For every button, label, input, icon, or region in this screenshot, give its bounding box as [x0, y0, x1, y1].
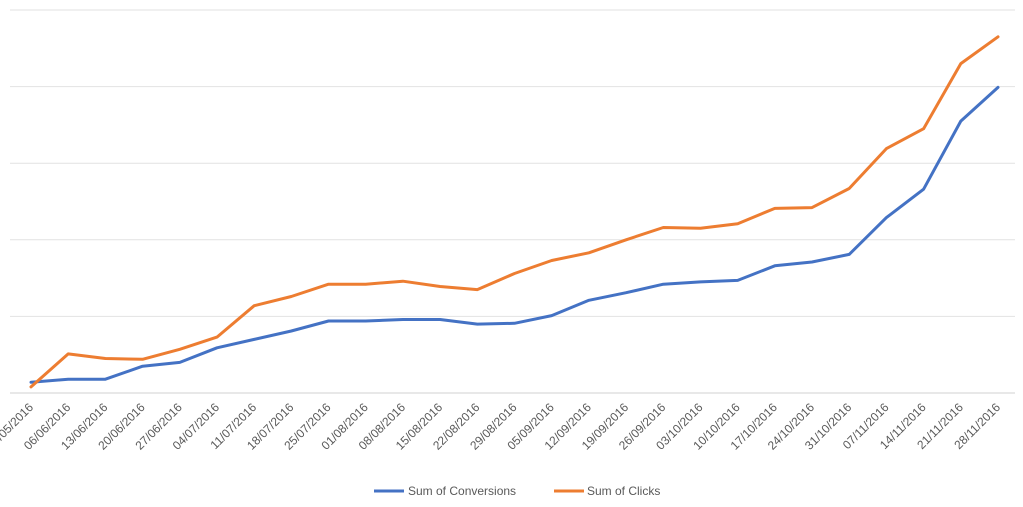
- series-line-clicks: [29, 35, 1000, 389]
- legend: Sum of Conversions Sum of Clicks: [374, 484, 660, 498]
- series-lines: [29, 35, 1000, 389]
- legend-label: Sum of Conversions: [408, 484, 516, 498]
- series-line-conversions: [29, 85, 1000, 384]
- gridlines: [10, 9, 1015, 394]
- x-axis-tick-labels: 30/05/201606/06/201613/06/201620/06/2016…: [0, 400, 1003, 453]
- legend-label: Sum of Clicks: [587, 484, 660, 498]
